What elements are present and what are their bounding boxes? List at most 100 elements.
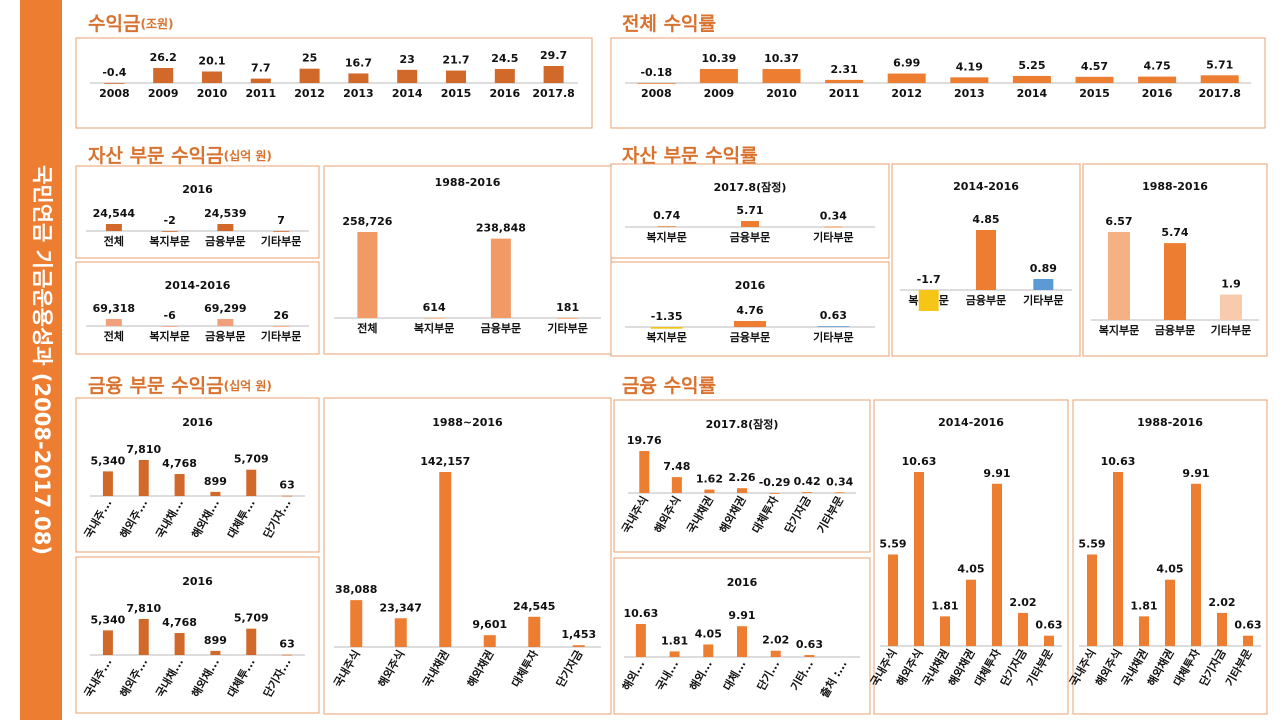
value-label: 6.99 xyxy=(893,57,920,70)
bar xyxy=(737,626,747,657)
value-label: 181 xyxy=(556,301,579,314)
category-label: 2013 xyxy=(343,87,374,100)
value-label: 2.02 xyxy=(762,634,789,647)
value-label: 29.7 xyxy=(540,49,567,62)
category-label: 금융부문 xyxy=(730,331,770,344)
value-label: 20.1 xyxy=(198,54,225,67)
value-label: 5.71 xyxy=(1206,58,1233,71)
value-label: 23 xyxy=(400,53,415,66)
value-label: 23,347 xyxy=(380,601,422,614)
category-label: 2015 xyxy=(1079,87,1110,100)
chart-title: 2017.8(잠정) xyxy=(714,180,787,194)
category-label: 2012 xyxy=(891,87,922,100)
value-label: 16.7 xyxy=(345,56,372,69)
category-label: 기타부문 xyxy=(1211,323,1251,337)
bar xyxy=(246,628,257,655)
category-label: 금융부문 xyxy=(205,235,245,248)
category-label: 전체 xyxy=(357,321,377,335)
bar xyxy=(669,651,680,657)
bar xyxy=(282,495,293,497)
value-label: 0.63 xyxy=(1234,619,1261,632)
bar xyxy=(703,644,714,657)
category-label: 금융부문 xyxy=(205,330,245,343)
bar xyxy=(348,73,369,83)
category-label: 2015 xyxy=(441,87,472,100)
bar xyxy=(528,616,541,647)
value-label: 9.91 xyxy=(983,467,1010,480)
category-label: 2016 xyxy=(489,87,520,100)
value-label: 19.76 xyxy=(627,434,662,447)
bar xyxy=(650,327,683,329)
chart-title: 2016 xyxy=(182,183,213,196)
value-label: 7.48 xyxy=(663,460,690,473)
value-label: 26 xyxy=(273,309,289,322)
value-label: 1.81 xyxy=(661,634,688,647)
bar xyxy=(637,83,676,84)
panel xyxy=(75,397,320,553)
panel xyxy=(873,399,1069,715)
bar xyxy=(350,600,363,647)
value-label: 238,848 xyxy=(476,222,526,235)
section-title-text: 금융 부문 수익금 xyxy=(88,375,224,397)
bar xyxy=(174,633,185,655)
chart-title: 1988-2016 xyxy=(435,176,501,189)
value-label: 0.63 xyxy=(820,309,847,322)
category-label: 복지부문 xyxy=(414,321,454,335)
category-label: 전체 xyxy=(104,234,124,248)
value-label: 899 xyxy=(204,634,227,647)
value-label: -6 xyxy=(164,309,177,322)
bar xyxy=(699,69,738,83)
value-label: -0.4 xyxy=(102,66,126,79)
bar xyxy=(1138,76,1177,83)
section-unit: (십억 원) xyxy=(224,378,272,393)
value-label: 1,453 xyxy=(561,628,596,641)
bar xyxy=(102,630,113,655)
category-label: 복지부문 xyxy=(1099,323,1139,337)
value-label: 2.26 xyxy=(728,471,755,484)
category-label: 2011 xyxy=(829,87,860,100)
category-label: 복지부문 xyxy=(149,329,189,343)
value-label: 4.85 xyxy=(972,213,999,226)
bar xyxy=(1075,76,1114,83)
value-label: 1.9 xyxy=(1221,278,1241,291)
bar xyxy=(1220,294,1242,320)
value-label: 258,726 xyxy=(342,215,392,228)
category-label: 2016 xyxy=(1142,87,1173,100)
bar xyxy=(802,492,813,493)
value-label: 1.81 xyxy=(1130,599,1157,612)
value-label: 2.02 xyxy=(1208,596,1235,609)
bar xyxy=(817,326,850,328)
bar xyxy=(105,224,122,231)
bar xyxy=(1243,635,1253,646)
value-label: 5,340 xyxy=(91,454,126,467)
chart-title: 2017.8(잠정) xyxy=(706,417,779,431)
bar xyxy=(914,472,924,646)
bar xyxy=(397,69,418,83)
bar xyxy=(102,471,113,496)
category-label: 2010 xyxy=(766,87,797,100)
bar xyxy=(161,231,178,232)
section-title-text: 자산 부문 수익률 xyxy=(622,145,758,167)
bar xyxy=(657,226,676,228)
value-label: -0.18 xyxy=(640,66,672,79)
panel xyxy=(610,261,890,357)
value-label: 4,768 xyxy=(162,457,197,470)
value-label: -0.29 xyxy=(759,476,791,489)
section-title: 수익금(조원) xyxy=(88,13,174,35)
bar xyxy=(976,230,996,290)
value-label: 10.63 xyxy=(623,607,658,620)
value-label: 4.05 xyxy=(695,627,722,640)
bar xyxy=(762,69,801,83)
bar xyxy=(1087,554,1097,646)
bar xyxy=(1200,75,1239,83)
category-label: 2013 xyxy=(954,87,985,100)
bar xyxy=(992,483,1002,646)
bar xyxy=(769,493,780,494)
value-label: 4.76 xyxy=(736,304,763,317)
bar xyxy=(737,488,747,493)
section-unit: (십억 원) xyxy=(224,148,272,163)
value-label: 4.75 xyxy=(1144,60,1171,73)
bar xyxy=(825,79,864,83)
category-label: 2014 xyxy=(1017,87,1048,100)
